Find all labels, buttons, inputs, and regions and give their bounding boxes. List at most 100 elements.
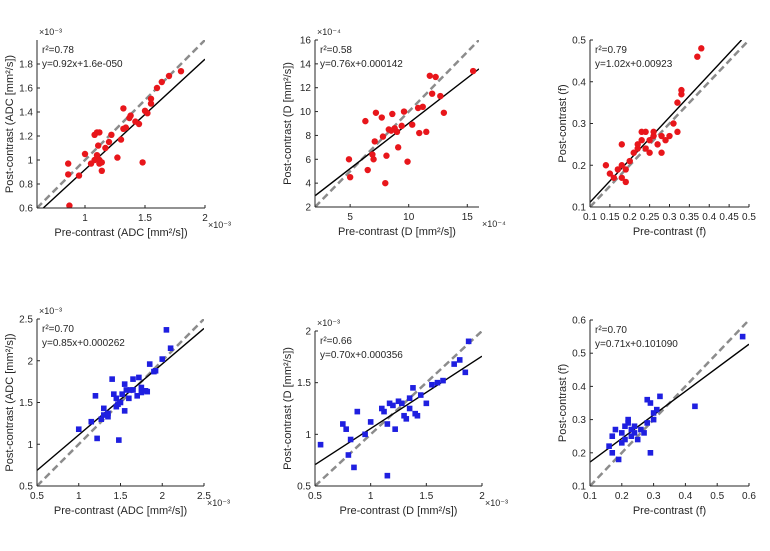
data-point	[144, 110, 151, 117]
data-point	[602, 162, 610, 169]
data-point	[678, 86, 685, 94]
data-point	[101, 412, 107, 418]
y-tick-label: 1.6	[19, 84, 33, 95]
data-point	[395, 398, 402, 405]
y-tick-label: 1	[305, 430, 311, 441]
r-squared-label: r²=0.79	[595, 45, 627, 56]
regression-equation: y=0.70x+0.000356	[320, 350, 403, 361]
data-point	[386, 400, 393, 407]
data-point	[347, 436, 354, 443]
x-tick-label: 1	[76, 491, 82, 502]
data-point	[437, 92, 444, 100]
y-tick-label: 8	[305, 131, 311, 142]
data-point	[403, 416, 410, 422]
y-tick-label: 0.3	[572, 415, 586, 426]
data-point	[135, 120, 143, 128]
data-point	[612, 426, 619, 433]
y-tick-label: 2	[305, 327, 311, 338]
data-point	[625, 416, 631, 423]
data-point	[429, 381, 435, 388]
identity-line	[37, 319, 204, 486]
y-tick-label: 0.8	[19, 180, 33, 191]
data-point	[739, 333, 746, 340]
y-tick-label: 6	[305, 155, 311, 166]
regression-equation: y=0.71x+0.101090	[595, 339, 678, 350]
data-point	[662, 137, 669, 144]
x-tick-label: 0.4	[702, 212, 716, 223]
x-tick-label: 0.5	[742, 212, 756, 223]
data-point	[120, 105, 127, 112]
y-tick-label: 1	[27, 156, 33, 167]
data-point	[634, 436, 641, 443]
y-tick-label: 1.4	[19, 108, 33, 119]
data-point	[409, 121, 416, 128]
data-points	[606, 333, 746, 463]
x-tick-label: 0.5	[308, 491, 322, 502]
y-tick-label: 0.4	[572, 77, 586, 88]
x-tick-label: 2	[159, 491, 165, 502]
y-tick-label: 0.5	[297, 482, 311, 493]
data-point	[631, 423, 638, 430]
y-axis-exponent: ×10⁻³	[39, 27, 62, 37]
data-point	[674, 128, 681, 136]
data-point	[351, 464, 357, 471]
x-axis-label: Pre-contrast (f)	[633, 505, 706, 517]
data-point	[362, 431, 368, 438]
data-point	[362, 117, 369, 125]
x-tick-label: 0.2	[623, 212, 637, 223]
data-point	[117, 399, 124, 406]
y-axis-label: Post-contrast (D [mm²/s])	[282, 62, 294, 185]
data-point	[398, 122, 405, 130]
data-point	[469, 67, 477, 75]
x-axis-label: Pre-contrast (ADC [mm²/s])	[54, 227, 187, 239]
data-point	[638, 426, 644, 433]
y-axis-label: Post-contrast (D [mm²/s])	[282, 347, 294, 470]
data-point	[634, 141, 641, 148]
y-tick-label: 0.6	[572, 316, 586, 327]
y-tick-label: 0.1	[572, 482, 586, 493]
data-point	[615, 456, 622, 463]
r-squared-label: r²=0.70	[42, 324, 74, 335]
r-squared-label: r²=0.78	[42, 45, 74, 56]
data-point	[658, 132, 665, 140]
data-point	[650, 132, 657, 140]
regression-line	[315, 355, 482, 466]
chart-panel-f-red: 0.1 0.15 0.2 0.25 0.3 0.35 0.4 0.45 0.50.10.20.3…	[557, 36, 756, 239]
data-point	[609, 433, 616, 439]
y-tick-label: 0.5	[572, 349, 586, 360]
data-point	[618, 162, 625, 169]
chart-panel-f-blue: 0.1 0.2 0.3 0.4 0.5 0.6 0.1 0.2 0.3 0.4 0.5 0.6 Pre-…	[557, 316, 756, 518]
data-point	[105, 138, 113, 146]
x-tick-label: 15	[462, 212, 474, 223]
data-point	[692, 403, 698, 410]
data-point	[440, 109, 448, 116]
y-axis-exponent: ×10⁻⁴	[317, 27, 341, 37]
y-axis-label: Post-contrast (ADC [mm²/s])	[4, 55, 16, 193]
x-tick-label: 1.5	[138, 213, 152, 224]
data-point	[383, 152, 390, 159]
y-tick-label: 2.5	[19, 315, 33, 326]
data-point	[88, 418, 95, 425]
data-point	[317, 441, 324, 448]
data-point	[626, 157, 633, 165]
y-tick-label: 2	[27, 356, 33, 367]
y-tick-label: 1.2	[19, 132, 33, 143]
y-tick-label: 0.6	[19, 204, 33, 215]
y-tick-label: 12	[300, 83, 312, 94]
data-point	[117, 136, 125, 143]
data-point	[674, 99, 681, 106]
data-point	[119, 391, 125, 397]
regression-line	[42, 58, 205, 208]
data-point	[641, 430, 647, 436]
data-point	[414, 412, 421, 419]
x-tick-label: 5	[347, 212, 353, 223]
data-point	[177, 68, 185, 75]
data-point	[400, 108, 408, 115]
data-points	[602, 45, 705, 186]
x-tick-label: 0.3	[647, 491, 661, 502]
x-axis-label: Pre-contrast (f)	[633, 226, 706, 238]
x-tick-label: 0.4	[678, 491, 692, 502]
data-point	[167, 345, 174, 352]
